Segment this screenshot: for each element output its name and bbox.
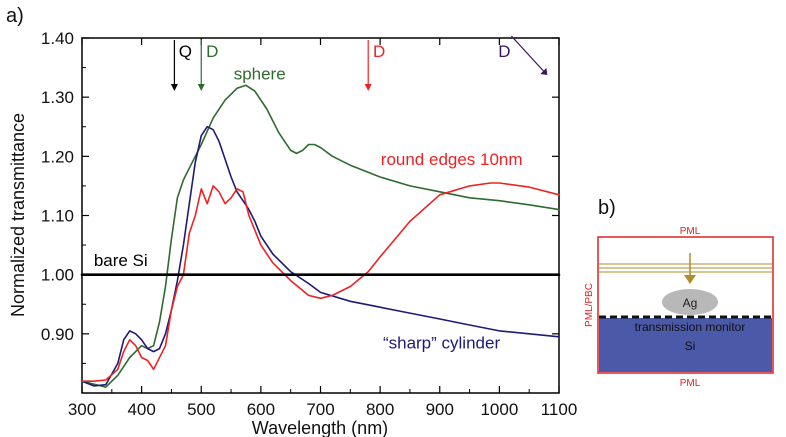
- si-label: Si: [685, 339, 696, 353]
- ag-label: Ag: [683, 296, 698, 310]
- resonance-marker-arrow-Q: Q: [170, 40, 192, 91]
- series-label-sphere: sphere: [234, 64, 286, 83]
- y-tick-label: 1.20: [41, 147, 74, 166]
- x-tick-label: 1100: [541, 400, 578, 419]
- x-tick-label: 400: [127, 400, 155, 419]
- series-label-sharp-cylinder: “sharp” cylinder: [383, 334, 500, 353]
- x-tick-label: 300: [68, 400, 96, 419]
- marker-arrowhead: [197, 84, 205, 91]
- panel-a-label: a): [6, 5, 24, 27]
- marker-letter: Q: [179, 42, 192, 61]
- series-label-bare-si: bare Si: [94, 251, 148, 270]
- x-tick-labels: 300 400 500 600 700 800 900 1000 1100: [68, 400, 577, 419]
- series-line-sharp-cylinder: [81, 125, 560, 387]
- marker-arrow: [510, 35, 545, 73]
- simulation-schematic: Ag PML PML PML/PBC transmission monitor …: [584, 226, 774, 389]
- marker-letter: D: [206, 42, 218, 61]
- monitor-label: transmission monitor: [635, 320, 746, 334]
- x-tick-label: 1000: [480, 400, 518, 419]
- x-tick-label: 800: [366, 400, 394, 419]
- x-tick-label: 500: [187, 400, 215, 419]
- annotation-layer: sphere round edges 10nm bare Si “sharp” cyl…: [94, 64, 523, 352]
- y-tick-label: 1.30: [41, 88, 74, 107]
- y-tick-labels: 0.90 1.00 1.10 1.20 1.30 1.40: [41, 29, 74, 344]
- resonance-marker-arrow-D-sphere: D: [197, 40, 218, 91]
- x-tick-label: 900: [426, 400, 454, 419]
- resonance-marker-arrow-D-sharp: D: [498, 35, 548, 75]
- y-axis-title: Normalized transmittance: [8, 113, 28, 317]
- source-plane: [599, 263, 772, 273]
- marker-letter: D: [373, 42, 385, 61]
- y-tick-label: 1.00: [41, 266, 74, 285]
- pml-pbc-side-label: PML/PBC: [584, 283, 595, 327]
- marker-arrowhead: [364, 84, 372, 91]
- x-tick-label: 700: [306, 400, 334, 419]
- y-tick-label: 1.40: [41, 29, 74, 48]
- x-axis-title: Wavelength (nm): [252, 418, 388, 437]
- panel-b-label: b): [598, 197, 616, 219]
- axis-ticks: [81, 37, 560, 393]
- transmittance-chart: 300 400 500 600 700 800 900 1000 1100 0.90 1.00 1.…: [8, 29, 577, 437]
- x-tick-label: 600: [247, 400, 275, 419]
- resonance-marker-arrow-D-round: D: [364, 40, 385, 91]
- series-label-round-edges: round edges 10nm: [381, 150, 523, 169]
- series-layer: [80, 84, 561, 388]
- marker-arrowhead: [540, 68, 548, 75]
- si-substrate: [599, 318, 772, 372]
- y-tick-label: 0.90: [41, 325, 74, 344]
- source-arrow: [684, 253, 696, 284]
- pml-bottom-label: PML: [680, 378, 701, 389]
- marker-letter: D: [498, 42, 510, 61]
- series-line-round-edges: [81, 182, 560, 382]
- ag-particle: [662, 289, 718, 315]
- marker-arrowhead: [170, 84, 178, 91]
- pml-top-label: PML: [680, 226, 701, 237]
- y-tick-label: 1.10: [41, 207, 74, 226]
